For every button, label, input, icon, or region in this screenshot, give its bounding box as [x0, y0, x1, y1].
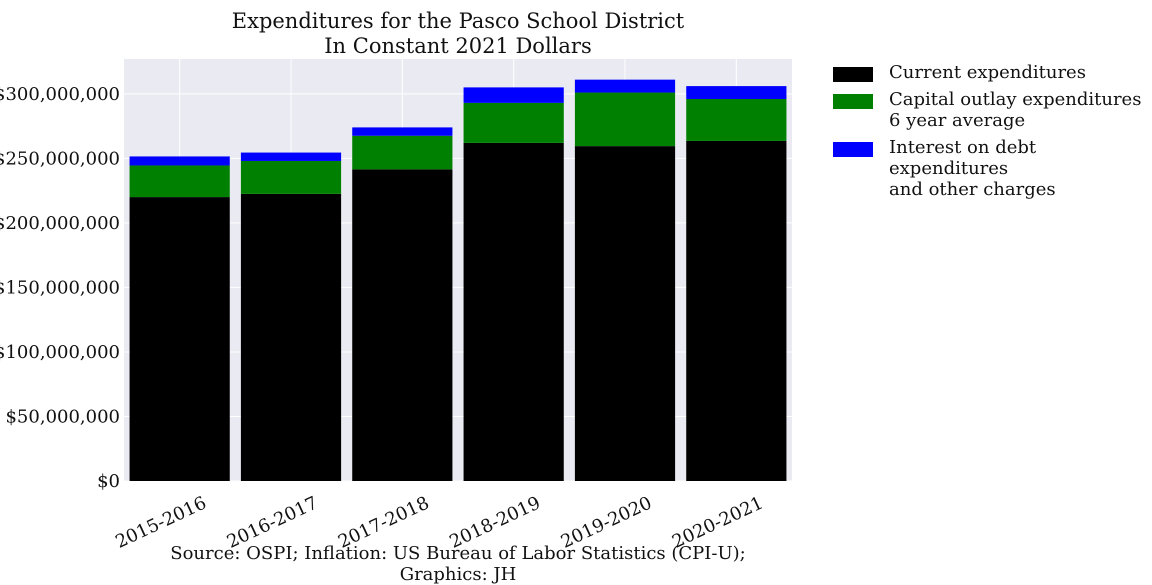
bar-2019-2020-series-2 — [574, 79, 676, 93]
bar-2016-2017-series-0 — [240, 193, 342, 482]
y-tick-label-4: $200,000,000 — [0, 213, 120, 234]
legend-item-current: Current expenditures — [833, 62, 1149, 83]
bar-2019-2020-series-0 — [574, 146, 676, 481]
legend: Current expenditures Capital outlay expe… — [833, 62, 1149, 206]
bar-2018-2019-series-0 — [463, 142, 564, 481]
bar-2019-2020-series-1 — [574, 92, 676, 147]
y-tick-label-3: $150,000,000 — [0, 277, 120, 298]
legend-swatch-current — [833, 67, 873, 82]
legend-item-capital: Capital outlay expenditures 6 year avera… — [833, 89, 1149, 131]
chart-title: Expenditures for the Pasco School Distri… — [231, 9, 685, 33]
y-tick-label-2: $100,000,000 — [0, 342, 120, 363]
legend-swatch-capital — [833, 94, 873, 109]
y-tick-label-6: $300,000,000 — [0, 84, 120, 105]
legend-label-interest: Interest on debt expenditures and other … — [889, 137, 1149, 200]
legend-label-capital: Capital outlay expenditures 6 year avera… — [889, 89, 1149, 131]
bar-2020-2021-series-2 — [686, 86, 787, 100]
bar-2015-2016-series-1 — [129, 165, 230, 198]
bar-2018-2019-series-1 — [463, 102, 564, 143]
plot-area — [124, 59, 792, 481]
legend-label-interest-line-1: Interest on debt expenditures — [889, 137, 1037, 179]
bar-2017-2018-series-1 — [352, 135, 453, 170]
y-tick-label-5: $250,000,000 — [0, 148, 120, 169]
bar-2015-2016-series-0 — [129, 197, 230, 481]
chart-subtitle: In Constant 2021 Dollars — [324, 34, 592, 58]
legend-label-capital-line-2: 6 year average — [889, 110, 1026, 131]
source-caption: Source: OSPI; Inflation: US Bureau of La… — [170, 543, 746, 585]
legend-swatch-interest — [833, 142, 873, 157]
bar-2015-2016-series-2 — [129, 156, 230, 166]
bar-2017-2018-series-0 — [352, 169, 453, 481]
legend-item-interest: Interest on debt expenditures and other … — [833, 137, 1149, 200]
legend-label-current: Current expenditures — [889, 62, 1086, 83]
bar-2020-2021-series-1 — [686, 99, 787, 141]
legend-label-interest-line-2: and other charges — [889, 179, 1056, 200]
bar-2016-2017-series-2 — [240, 152, 342, 161]
bar-2016-2017-series-1 — [240, 160, 342, 194]
y-tick-label-0: $0 — [97, 471, 120, 492]
bar-2017-2018-series-2 — [352, 127, 453, 136]
legend-label-capital-line-1: Capital outlay expenditures — [889, 89, 1142, 110]
bar-2020-2021-series-0 — [686, 140, 787, 482]
bar-2018-2019-series-2 — [463, 87, 564, 103]
y-tick-label-1: $50,000,000 — [5, 406, 120, 427]
